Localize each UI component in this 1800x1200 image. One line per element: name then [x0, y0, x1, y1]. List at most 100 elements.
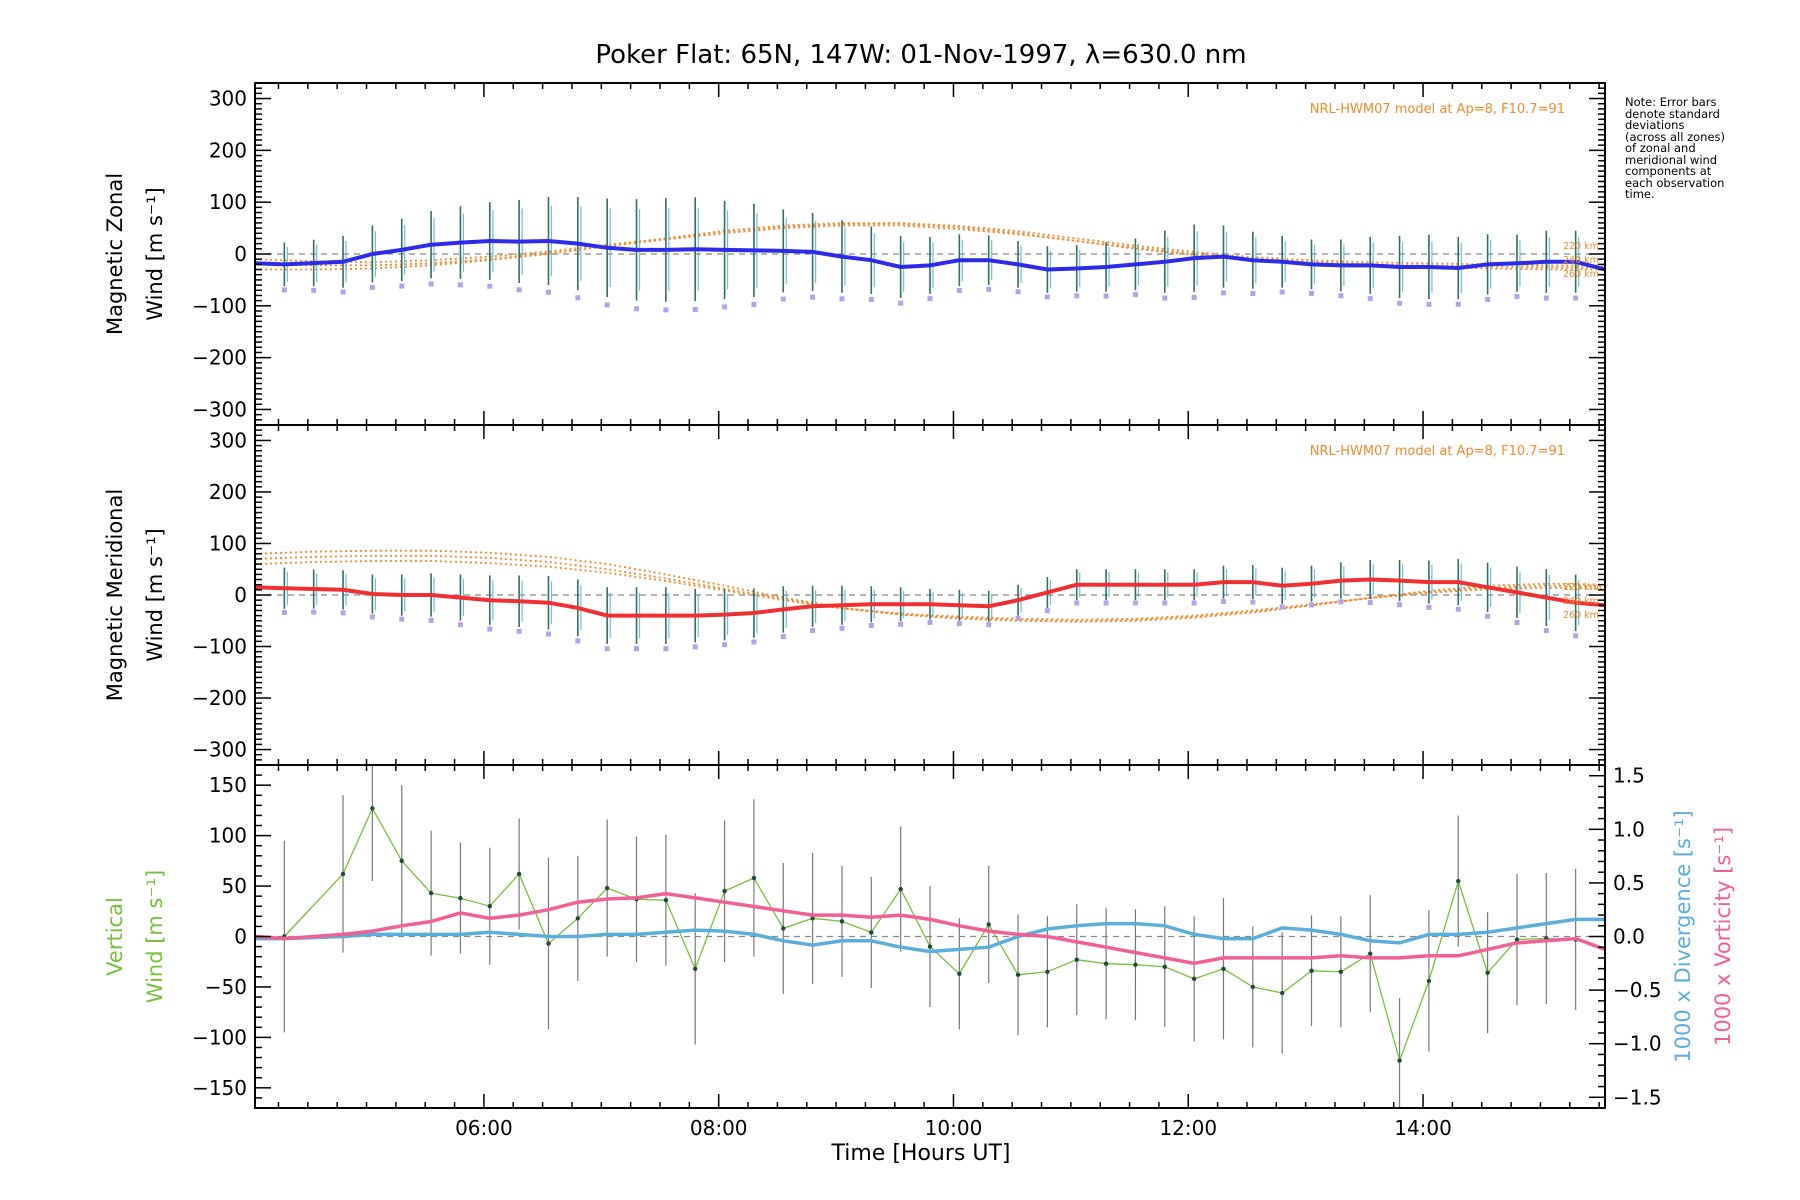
scatter-point: [1279, 289, 1285, 295]
altitude-label: 220 km: [1563, 241, 1599, 252]
vertical-wind-point: [604, 885, 610, 891]
vertical-wind-point: [1397, 1058, 1402, 1063]
scatter-point: [810, 294, 816, 300]
scatter-point: [692, 306, 698, 312]
vertical-wind-point: [546, 941, 551, 946]
y-tick-label: −100: [192, 1025, 247, 1049]
scatter-point: [810, 628, 816, 634]
vertical-wind-point: [1338, 969, 1344, 975]
scatter-point: [986, 622, 992, 628]
y-axis-title: Wind [m s⁻¹]: [143, 187, 167, 320]
scatter-point: [1455, 606, 1461, 612]
scatter-point: [692, 644, 698, 650]
vertical-wind-point: [1045, 969, 1050, 975]
y-axis-title: Vertical: [103, 897, 127, 976]
scatter-point: [1044, 294, 1050, 300]
vertical-wind-point: [898, 886, 903, 892]
vertical-wind-point: [1426, 978, 1432, 984]
y-tick-label: 100: [209, 531, 247, 555]
scatter-point: [1279, 604, 1285, 610]
note-line: components at: [1625, 164, 1712, 178]
scatter-point: [868, 623, 874, 629]
y2-tick-label: 0.5: [1613, 871, 1645, 895]
scatter-point: [604, 646, 610, 652]
scatter-point: [1309, 602, 1315, 608]
y-axis-title: Magnetic Zonal: [103, 173, 127, 335]
vertical-wind-point: [458, 895, 463, 901]
scatter-point: [868, 296, 874, 302]
y-axis-title: Wind [m s⁻¹]: [143, 528, 167, 661]
scatter-point: [1015, 615, 1021, 621]
vertical-wind-point: [869, 930, 874, 935]
vertical-wind-point: [927, 944, 933, 949]
divergence-line: [255, 917, 1605, 954]
vertical-plot-area: [255, 765, 1605, 1108]
y-tick-label: −100: [192, 635, 247, 659]
vertical-wind-point: [487, 904, 492, 909]
vertical-wind-point: [1162, 964, 1167, 969]
scatter-point: [663, 307, 669, 313]
scatter-point: [311, 609, 317, 615]
scatter-point: [751, 639, 757, 645]
scatter-point: [751, 302, 757, 308]
scatter-point: [1309, 290, 1315, 296]
zonal-panel: −300 −200 −100 0 100 200 300 NRL-HWM07 model at…: [103, 82, 1606, 426]
scatter-point: [986, 286, 992, 292]
altitude-label: 260 km: [1563, 610, 1599, 621]
x-tick-label: 14:00: [1394, 1116, 1452, 1140]
scatter-point: [399, 283, 405, 289]
scatter-point: [780, 634, 786, 640]
vertical-wind-point: [839, 919, 845, 924]
vertical-wind-point: [751, 875, 757, 881]
scatter-point: [780, 296, 786, 302]
scatter-point: [1485, 613, 1491, 619]
y-tick-label: 200: [209, 480, 247, 504]
zonal-plot-area: [255, 197, 1605, 313]
y-tick-label: 0: [234, 925, 247, 949]
y2-tick-label: 1.0: [1613, 817, 1645, 841]
scatter-point: [1543, 295, 1549, 301]
x-tick-label: 10:00: [925, 1116, 983, 1140]
y-tick-label: 300: [209, 428, 247, 452]
scatter-point: [839, 625, 845, 631]
scatter-point: [1426, 605, 1432, 611]
y-tick-label: 200: [209, 138, 247, 162]
scatter-point: [1132, 600, 1138, 606]
note-line: each observation: [1625, 175, 1725, 190]
model-label: NRL-HWM07 model at Ap=8, F10.7=91: [1310, 444, 1565, 459]
scatter-point: [516, 287, 522, 293]
model-curve-260km: [255, 560, 1605, 621]
vertical-wind-point: [575, 916, 581, 921]
scatter-point: [545, 631, 551, 637]
y-axis-title: Magnetic Meridional: [103, 489, 127, 701]
scatter-point: [1074, 600, 1080, 606]
y2-tick-label: −1.5: [1613, 1085, 1662, 1109]
y2-tick-label: −0.5: [1613, 978, 1662, 1002]
vertical-wind-point: [663, 897, 669, 903]
y-tick-label: −300: [192, 738, 247, 762]
scatter-point: [1162, 295, 1168, 301]
scatter-point: [281, 610, 287, 615]
scatter-point: [487, 283, 493, 289]
vertical-wind-point: [1514, 937, 1520, 942]
scatter-point: [1074, 293, 1080, 299]
error-bar-note: Note: Error bars denote standard deviati…: [1625, 96, 1775, 201]
y-tick-label: −50: [205, 975, 247, 999]
y-tick-label: 50: [222, 874, 247, 898]
vertical-wind-point: [1485, 970, 1490, 976]
vertical-wind-point: [370, 806, 375, 811]
vertical-panel: 06:00 08:00 10:00 12:00 14:00 −150 −100 −50 0 50 1…: [103, 764, 1735, 1140]
vertical-wind-point: [693, 966, 698, 971]
scatter-point: [1103, 600, 1109, 606]
y-tick-label: −150: [192, 1076, 247, 1100]
scatter-point: [1514, 620, 1520, 626]
scatter-point: [1103, 293, 1109, 299]
scatter-point: [1132, 292, 1138, 298]
y2-tick-label: 1.5: [1613, 764, 1645, 788]
scatter-point: [1191, 600, 1197, 606]
scatter-point: [487, 626, 493, 632]
chart-title: Poker Flat: 65N, 147W: 01-Nov-1997, λ=63…: [595, 40, 1246, 70]
vertical-wind-point: [1103, 961, 1109, 966]
scatter-point: [281, 287, 287, 293]
scatter-point: [457, 622, 463, 628]
